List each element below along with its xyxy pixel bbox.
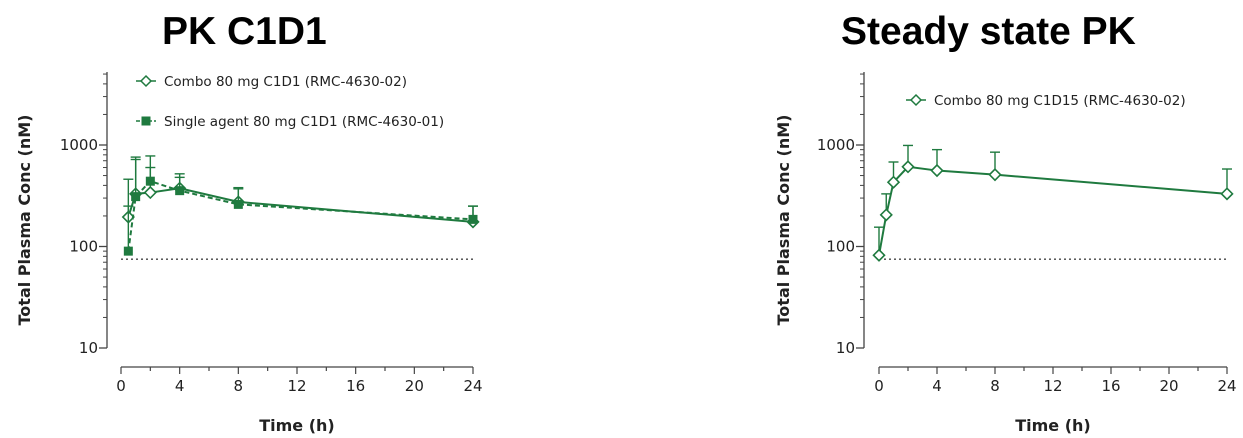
data-point-diamond — [901, 160, 915, 174]
x-tick-label: 20 — [1159, 377, 1178, 395]
data-point-diamond — [886, 175, 901, 189]
y-tick-label: 1000 — [817, 136, 855, 154]
data-point-diamond — [988, 168, 1002, 182]
x-tick-label: 0 — [116, 377, 126, 395]
x-tick-label: 4 — [932, 377, 942, 395]
legend-label: Combo 80 mg C1D15 (RMC-4630-02) — [934, 93, 1186, 109]
x-tick-label: 8 — [990, 377, 1000, 395]
x-tick-label: 12 — [287, 377, 306, 395]
series-single-agent — [123, 155, 478, 256]
legend-marker-diamond — [909, 93, 923, 107]
y-axis-title: Total Plasma Conc (nM) — [774, 115, 793, 326]
data-point-square — [131, 192, 141, 202]
data-point-diamond — [872, 248, 886, 262]
data-point-square — [123, 246, 133, 256]
x-tick-label: 16 — [1101, 377, 1120, 395]
x-tick-label: 8 — [234, 377, 244, 395]
x-tick-label: 20 — [405, 377, 424, 395]
series-line — [878, 165, 1228, 256]
chart-title-pk-c1d1: PK C1D1 — [162, 10, 327, 53]
y-tick-label: 100 — [826, 238, 855, 256]
data-point-square — [468, 214, 478, 224]
series-line — [127, 180, 474, 252]
data-point-diamond — [879, 208, 893, 222]
x-tick-label: 16 — [346, 377, 365, 395]
data-point-square — [233, 199, 243, 209]
data-point-diamond — [143, 185, 157, 200]
chart-title-steady-state-pk: Steady state PK — [841, 10, 1136, 53]
y-axis-title: Total Plasma Conc (nM) — [15, 115, 34, 326]
series-combo — [872, 144, 1234, 262]
data-point-diamond — [930, 163, 944, 178]
chart-panel-1: 10 100 1000 Total Plasma Conc (nM) 0 4 8 12 16 20… — [774, 72, 1237, 435]
data-point-square — [175, 186, 185, 196]
data-point-square — [145, 176, 155, 186]
legend-label: Single agent 80 mg C1D1 (RMC-4630-01) — [164, 114, 444, 130]
x-tick-label: 4 — [175, 377, 185, 395]
y-tick-label: 10 — [79, 339, 98, 357]
chart-panel-0: 10 100 1000 Total Plasma Conc (nM) 0 4 8 12 16 20… — [15, 72, 483, 435]
legend-marker-diamond — [139, 74, 153, 88]
data-point-diamond — [1220, 187, 1234, 201]
y-tick-label: 10 — [836, 339, 855, 357]
y-tick-label: 1000 — [60, 136, 98, 154]
x-tick-label: 24 — [463, 377, 482, 395]
y-tick-label: 100 — [69, 238, 98, 256]
x-tick-label: 24 — [1217, 377, 1236, 395]
x-axis-title: Time (h) — [1015, 416, 1091, 435]
x-axis-title: Time (h) — [259, 416, 335, 435]
x-tick-label: 12 — [1043, 377, 1062, 395]
x-tick-label: 0 — [874, 377, 884, 395]
legend-label: Combo 80 mg C1D1 (RMC-4630-02) — [164, 74, 407, 90]
legend-marker-square — [141, 116, 151, 126]
